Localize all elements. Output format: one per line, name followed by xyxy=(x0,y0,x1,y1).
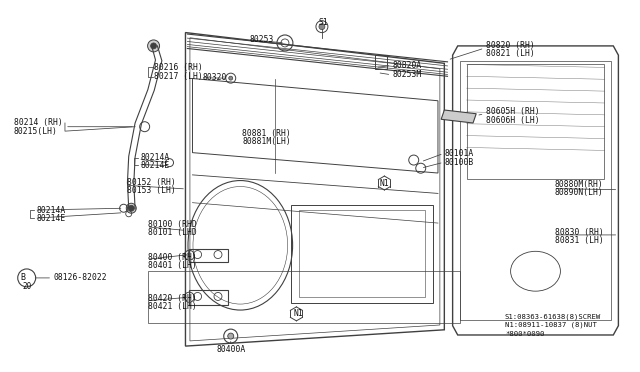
Text: 80214E: 80214E xyxy=(140,161,170,170)
Text: 80101 (LHD: 80101 (LHD xyxy=(148,228,196,237)
Circle shape xyxy=(150,43,157,49)
Text: 80420 (RH): 80420 (RH) xyxy=(148,294,196,303)
Circle shape xyxy=(128,205,134,211)
Text: 80820 (RH): 80820 (RH) xyxy=(486,41,534,50)
Text: 80605H (RH): 80605H (RH) xyxy=(486,108,540,116)
Text: 80401 (LH): 80401 (LH) xyxy=(148,261,196,270)
Text: 80216 (RH): 80216 (RH) xyxy=(154,63,203,72)
Text: N1: N1 xyxy=(294,309,303,318)
Text: 80880M(RH): 80880M(RH) xyxy=(555,180,604,189)
Text: 80320: 80320 xyxy=(202,73,227,82)
Text: 80831 (LH): 80831 (LH) xyxy=(555,236,604,246)
Text: *800*0090: *800*0090 xyxy=(505,331,544,337)
Text: 20: 20 xyxy=(22,282,31,291)
Text: 80253: 80253 xyxy=(250,35,274,44)
Text: B: B xyxy=(20,273,26,282)
Circle shape xyxy=(228,76,233,80)
Polygon shape xyxy=(441,110,476,123)
Text: S1: S1 xyxy=(319,19,328,28)
Text: 80100B: 80100B xyxy=(445,158,474,167)
Text: 80881 (RH): 80881 (RH) xyxy=(242,128,291,138)
Text: 80214E: 80214E xyxy=(36,214,65,223)
Text: S1:08363-61638(8)SCREW: S1:08363-61638(8)SCREW xyxy=(505,313,601,320)
Text: 80890N(LH): 80890N(LH) xyxy=(555,188,604,197)
Text: 80153 (LH): 80153 (LH) xyxy=(127,186,176,195)
Text: 80215(LH): 80215(LH) xyxy=(14,126,58,136)
Text: N1:08911-10837 (8)NUT: N1:08911-10837 (8)NUT xyxy=(505,321,596,328)
Bar xyxy=(148,271,460,323)
Text: 80606H (LH): 80606H (LH) xyxy=(486,116,540,125)
Text: 80214A: 80214A xyxy=(140,153,170,162)
Text: N1: N1 xyxy=(380,179,389,187)
Text: 80820A: 80820A xyxy=(393,61,422,70)
Text: 80217 (LH): 80217 (LH) xyxy=(154,72,203,81)
Text: 80421 (LH): 80421 (LH) xyxy=(148,302,196,311)
Text: 80214A: 80214A xyxy=(36,206,65,215)
Text: 80100 (RHD: 80100 (RHD xyxy=(148,220,196,229)
Circle shape xyxy=(126,203,136,213)
Text: 80400A: 80400A xyxy=(216,345,245,354)
Text: 80400 (RH): 80400 (RH) xyxy=(148,253,196,262)
Text: 80830 (RH): 80830 (RH) xyxy=(555,228,604,237)
Text: 80214 (RH): 80214 (RH) xyxy=(14,119,63,128)
Circle shape xyxy=(319,24,325,30)
Text: 80881M(LH): 80881M(LH) xyxy=(242,137,291,146)
Text: 80152 (RH): 80152 (RH) xyxy=(127,178,176,187)
Text: 80253M: 80253M xyxy=(393,70,422,79)
Text: 80101A: 80101A xyxy=(445,149,474,158)
Text: 80821 (LH): 80821 (LH) xyxy=(486,49,534,58)
Text: 08126-82022: 08126-82022 xyxy=(54,273,107,282)
Circle shape xyxy=(228,333,234,339)
Bar xyxy=(376,55,387,69)
Circle shape xyxy=(148,40,159,52)
